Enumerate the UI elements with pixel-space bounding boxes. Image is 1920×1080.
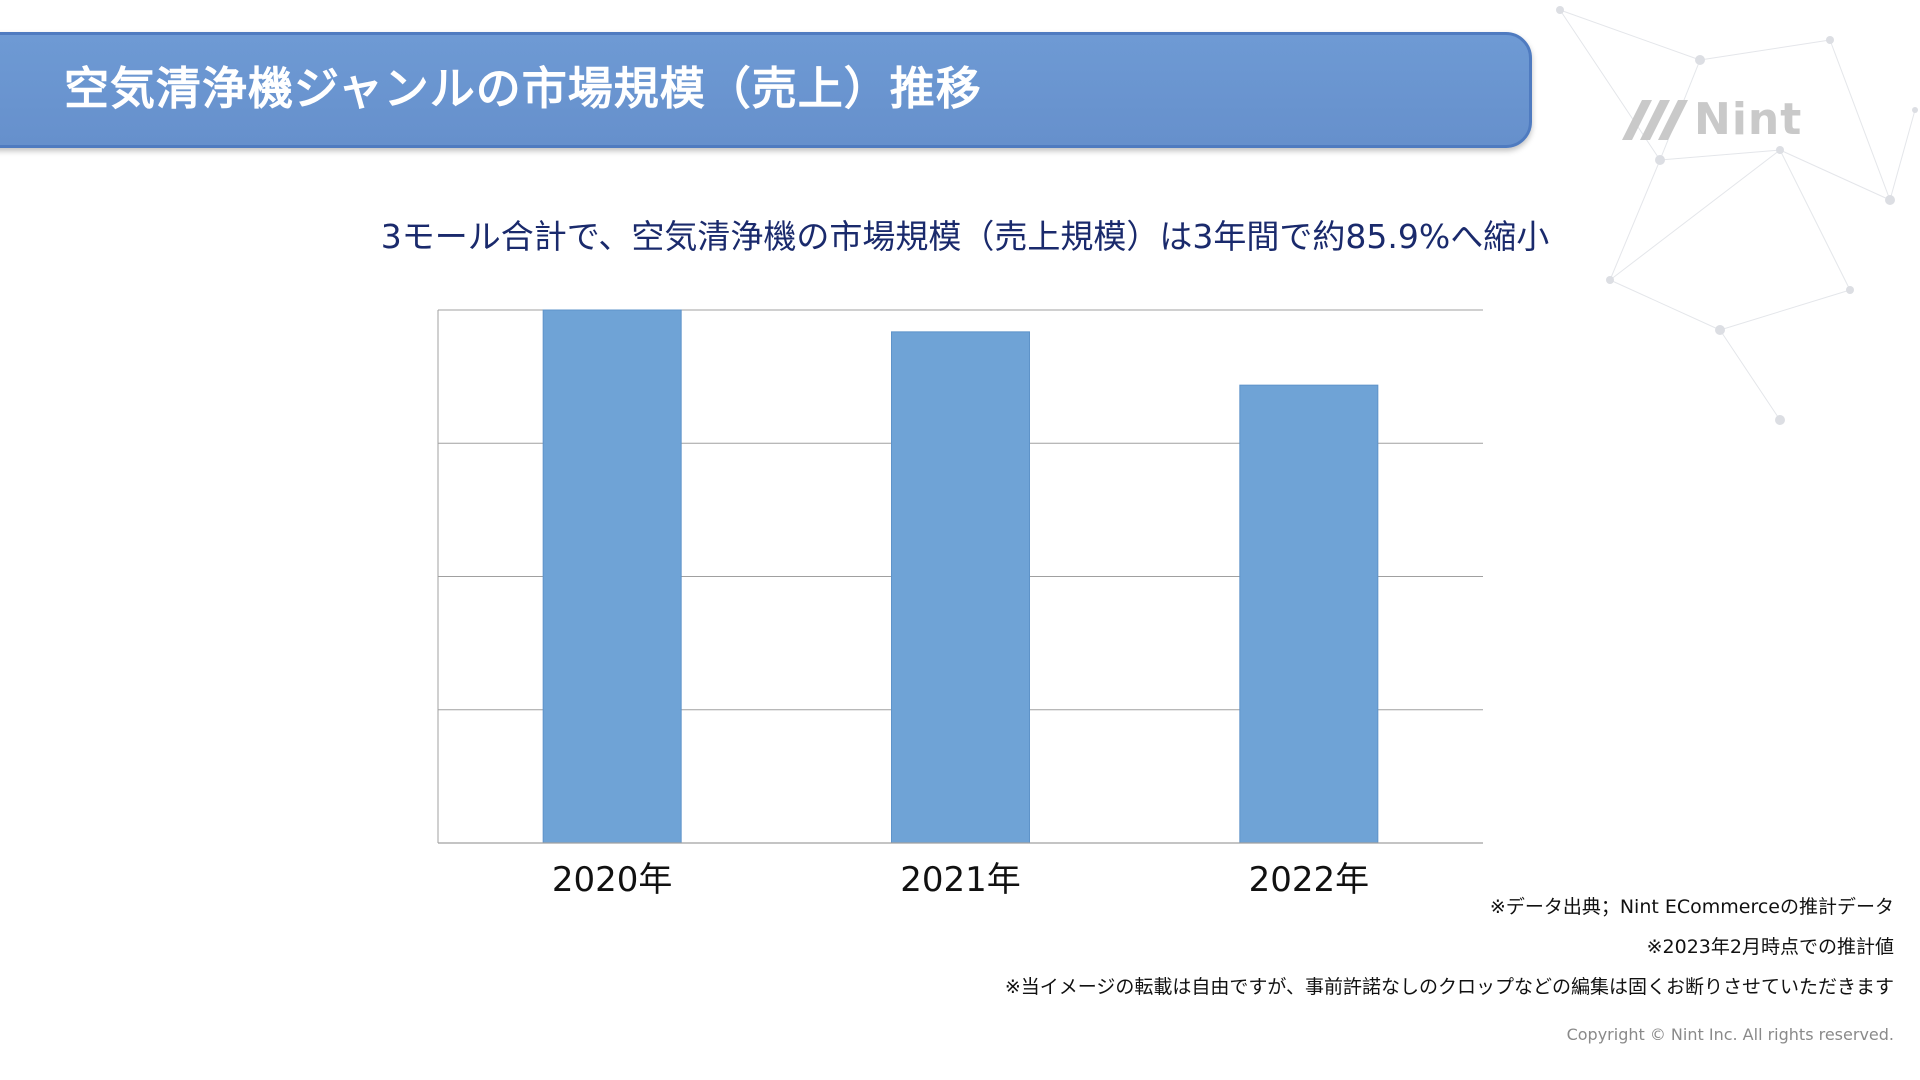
brand-logo: Nint	[1620, 94, 1802, 145]
chart-subtitle: 3モール合計で、空気清浄機の市場規模（売上規模）は3年間で約85.9%へ縮小	[380, 217, 1550, 256]
bar	[1239, 384, 1379, 844]
note-data-source: ※データ出典；Nint ECommerceの推計データ	[1489, 896, 1894, 918]
x-tick-label: 2022年	[1249, 860, 1370, 900]
bar	[542, 309, 682, 844]
note-estimate-date: ※2023年2月時点での推計値	[1646, 936, 1894, 958]
bar	[891, 331, 1030, 844]
page-title: 空気清浄機ジャンルの市場規模（売上）推移	[64, 62, 982, 115]
logo-text: Nint	[1694, 94, 1803, 145]
x-tick-label: 2021年	[900, 860, 1021, 900]
note-reuse-policy: ※当イメージの転載は自由ですが、事前許諾なしのクロップなどの編集は固くお断りさせ…	[1004, 976, 1894, 998]
network-background-decoration	[1556, 6, 1918, 425]
title-banner	[0, 32, 1532, 148]
copyright: Copyright © Nint Inc. All rights reserve…	[1566, 1025, 1894, 1044]
x-tick-label: 2020年	[552, 860, 673, 900]
nint-logo-icon	[1622, 99, 1688, 140]
